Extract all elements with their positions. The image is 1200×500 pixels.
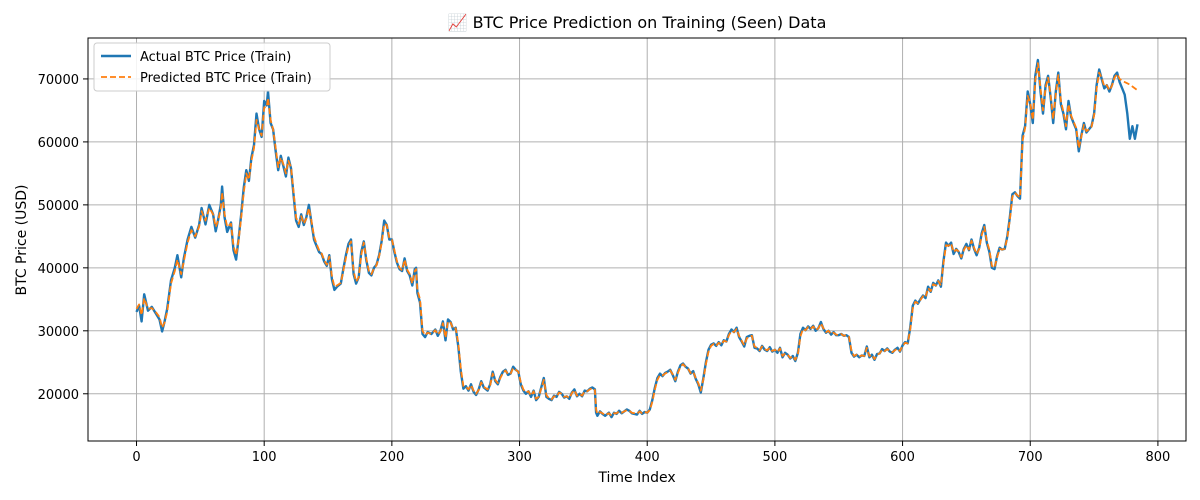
plot-frame xyxy=(87,37,1187,442)
x-tick-label: 200 xyxy=(379,450,404,465)
y-tick-label: 40000 xyxy=(38,262,79,277)
y-tick-label: 70000 xyxy=(38,73,79,88)
y-tick-label: 60000 xyxy=(38,136,79,151)
y-tick-label: 50000 xyxy=(38,199,79,214)
x-axis-ticks: 0 100 200 300 400 500 600 700 800 xyxy=(132,441,1170,465)
x-tick-label: 100 xyxy=(252,450,277,465)
y-tick-label: 20000 xyxy=(38,388,79,403)
x-tick-label: 0 xyxy=(132,450,140,465)
x-tick-label: 500 xyxy=(762,450,787,465)
legend-label-actual: Actual BTC Price (Train) xyxy=(140,50,291,65)
y-axis-label: BTC Price (USD) xyxy=(14,184,30,295)
x-tick-label: 600 xyxy=(890,450,915,465)
series-layer xyxy=(135,58,1139,419)
y-tick-label: 30000 xyxy=(38,325,79,340)
x-tick-label: 700 xyxy=(1018,450,1043,465)
x-axis-label: Time Index xyxy=(597,470,675,486)
chart-title: 📈 BTC Price Prediction on Training (Seen… xyxy=(448,13,827,32)
x-tick-label: 400 xyxy=(635,450,660,465)
x-tick-label: 800 xyxy=(1145,450,1170,465)
legend-label-predicted: Predicted BTC Price (Train) xyxy=(140,71,312,86)
y-axis-ticks: 20000 30000 40000 50000 60000 70000 xyxy=(38,73,88,403)
predicted-price-line xyxy=(135,62,1139,417)
legend-box xyxy=(93,42,331,92)
legend: Actual BTC Price (Train) Predicted BTC P… xyxy=(93,42,331,92)
x-tick-label: 300 xyxy=(507,450,532,465)
